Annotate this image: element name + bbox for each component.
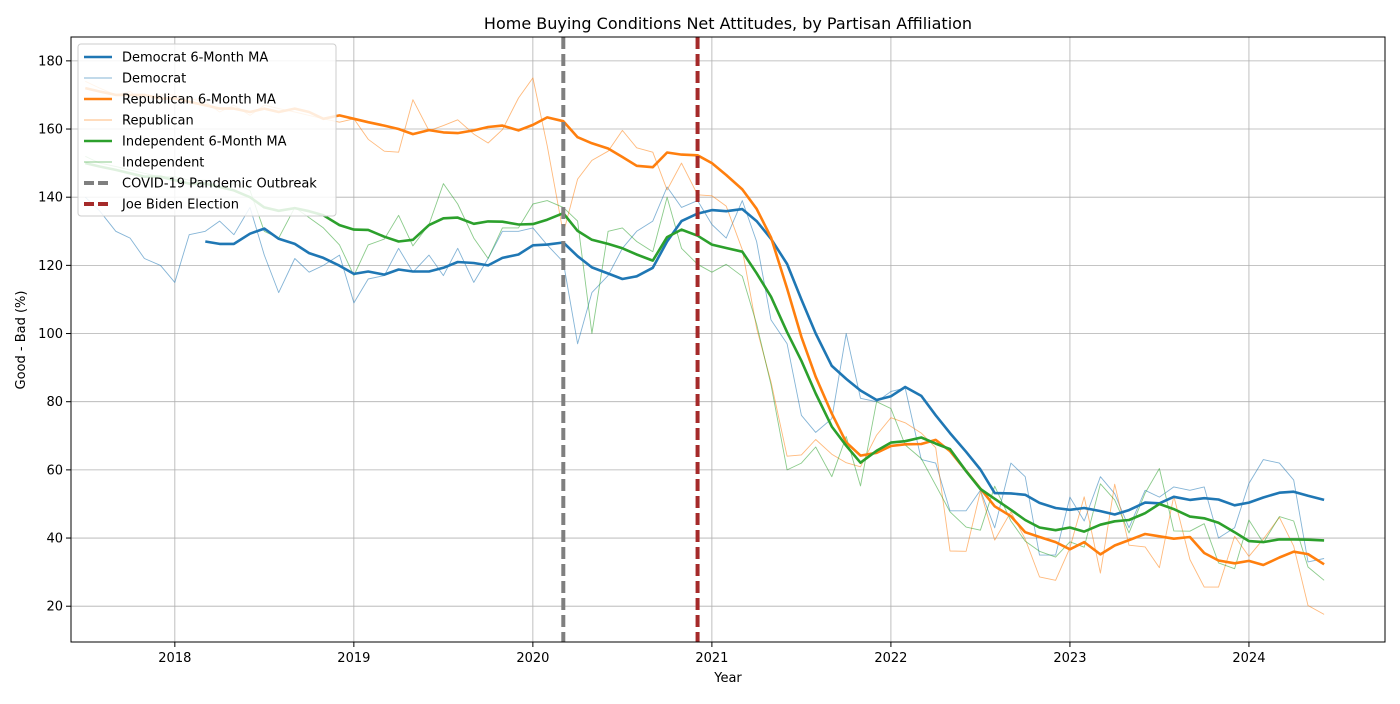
y-tick-label: 180 [38, 54, 63, 69]
plot-area-frame [70, 36, 1386, 643]
x-axis-label: Year [713, 671, 742, 686]
y-tick-label: 120 [38, 259, 63, 274]
grid [71, 37, 1385, 642]
x-tick-label: 2023 [1053, 651, 1086, 666]
y-axis-label: Good - Bad (%) [14, 291, 29, 390]
legend-label-republican: Republican [122, 114, 194, 129]
legend-label-independent: Independent [122, 156, 204, 171]
x-tick-label: 2024 [1232, 651, 1265, 666]
y-tick-label: 160 [38, 123, 63, 138]
y-tick-label: 20 [46, 600, 63, 615]
legend-label-independent-6-month-ma: Independent 6-Month MA [122, 135, 287, 150]
legend-label-republican-6-month-ma: Republican 6-Month MA [122, 93, 276, 108]
y-tick-label: 60 [46, 463, 63, 478]
chart-title: Home Buying Conditions Net Attitudes, by… [484, 14, 972, 33]
legend-label-democrat: Democrat [122, 72, 186, 87]
x-tick-label: 2019 [337, 651, 370, 666]
y-tick-label: 100 [38, 327, 63, 342]
legend-label-democrat-6-month-ma: Democrat 6-Month MA [122, 51, 268, 66]
x-tick-label: 2021 [695, 651, 728, 666]
x-axis-ticks: 2018 2019 2020 2021 2022 2023 2024 [158, 642, 1265, 666]
y-tick-label: 80 [46, 395, 63, 410]
y-axis-ticks: 20 40 60 80 100 120 140 160 180 [38, 54, 71, 615]
legend-label-covid-19-pandemic-outbreak: COVID-19 Pandemic Outbreak [122, 177, 317, 192]
x-tick-label: 2020 [516, 651, 549, 666]
y-tick-label: 140 [38, 191, 63, 206]
y-tick-label: 40 [46, 532, 63, 547]
x-tick-label: 2022 [874, 651, 907, 666]
legend-box [77, 43, 337, 217]
legend-label-joe-biden-election: Joe Biden Election [121, 198, 239, 213]
event-lines [561, 37, 700, 642]
x-tick-label: 2018 [158, 651, 191, 666]
legend: Democrat 6-Month MA Democrat Republican 6-… [77, 43, 337, 217]
series-line-democrat-6-month-ma [205, 207, 1325, 516]
